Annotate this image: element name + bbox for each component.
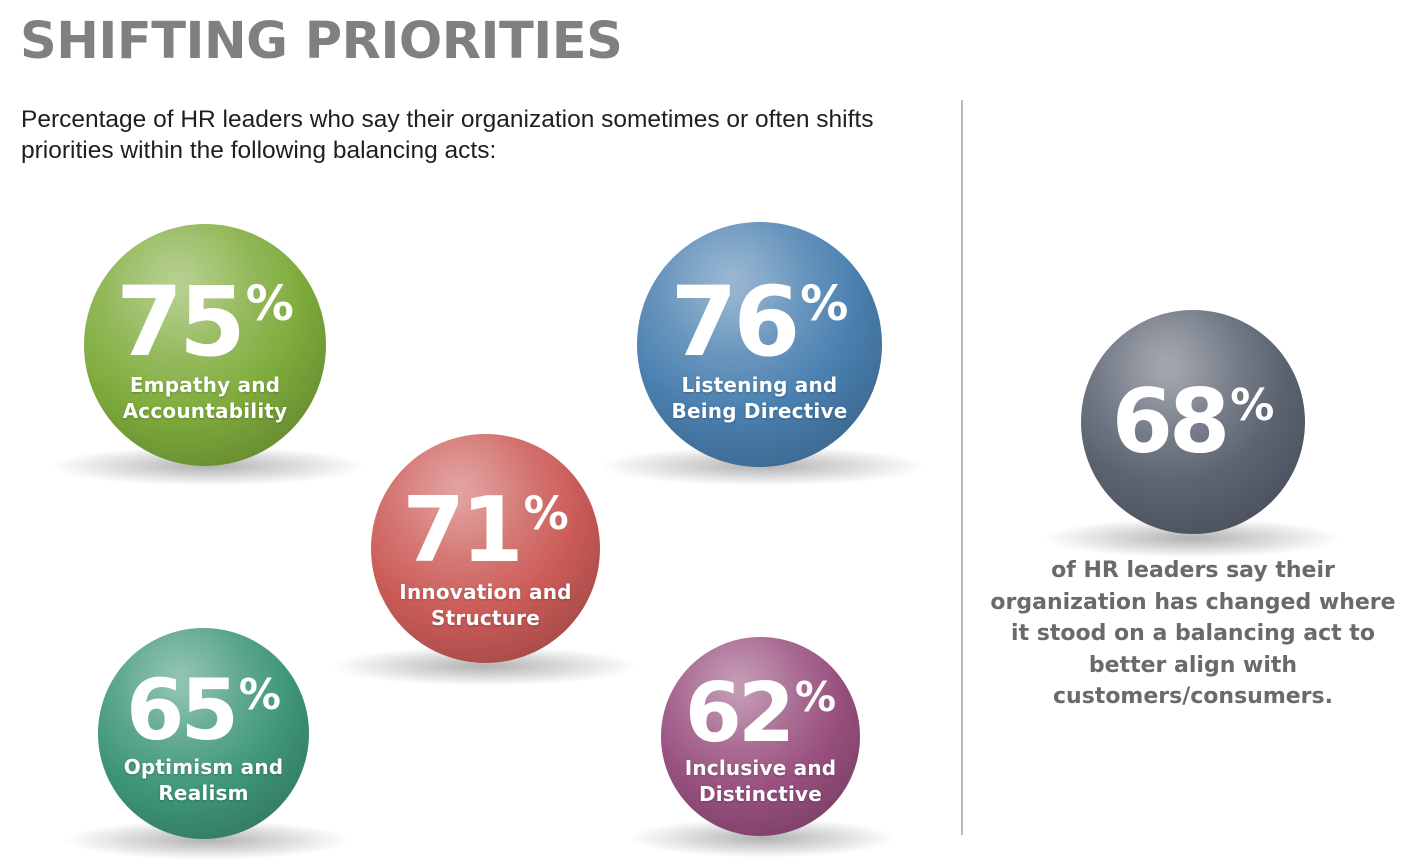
percent-sign: %	[523, 486, 569, 540]
section-divider	[961, 100, 963, 835]
stat-label: Listening and Being Directive	[671, 373, 848, 423]
stat-ball-empathy-accountability: 75% Empathy and Accountability	[84, 224, 326, 466]
percent-sign: %	[795, 673, 837, 722]
stat-label: Innovation and Structure	[399, 580, 572, 630]
stat-label: Empathy and Accountability	[122, 373, 288, 423]
stat-value: 76%	[670, 266, 849, 378]
stat-note: of HR leaders say their organization has…	[990, 558, 1396, 709]
percent-sign: %	[238, 669, 281, 719]
stat-value: 62%	[684, 666, 837, 761]
percent-sign: %	[245, 276, 294, 333]
page-title: SHIFTING PRIORITIES	[20, 12, 623, 71]
percent-sign: %	[800, 276, 849, 333]
percent-sign: %	[1230, 380, 1275, 432]
chart-subtitle: Percentage of HR leaders who say their o…	[21, 106, 874, 164]
stat-value: 65%	[126, 661, 281, 759]
stat-ball-changed-stance: 68%	[1081, 310, 1305, 534]
stat-value: 75%	[116, 266, 294, 378]
stat-label: Optimism and Realism	[123, 755, 284, 805]
stat-value: 68%	[1111, 370, 1275, 473]
stat-ball-optimism-realism: 65% Optimism and Realism	[98, 628, 309, 839]
stat-ball-innovation-structure: 71% Innovation and Structure	[371, 434, 600, 663]
stat-value: 71%	[402, 478, 569, 583]
stat-ball-listening-directive: 76% Listening and Being Directive	[637, 222, 882, 467]
stat-ball-inclusive-distinctive: 62% Inclusive and Distinctive	[661, 637, 860, 836]
stat-label: Inclusive and Distinctive	[684, 756, 837, 806]
